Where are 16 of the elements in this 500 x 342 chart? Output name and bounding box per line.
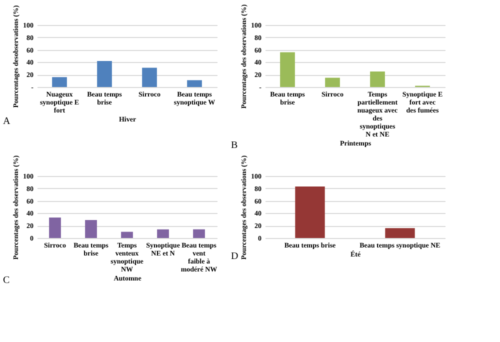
bar	[142, 68, 157, 87]
bar	[49, 218, 61, 238]
bar	[325, 78, 340, 87]
text: A	[3, 116, 11, 127]
text: D	[231, 251, 238, 262]
bar	[193, 229, 205, 238]
bar	[370, 72, 385, 87]
bar	[97, 60, 112, 87]
bar	[157, 229, 169, 238]
bar	[280, 52, 295, 87]
text: C	[3, 275, 10, 286]
bar	[85, 220, 97, 238]
text: B	[231, 140, 238, 151]
bar	[52, 77, 67, 87]
bar	[187, 80, 202, 87]
bar	[121, 232, 133, 238]
